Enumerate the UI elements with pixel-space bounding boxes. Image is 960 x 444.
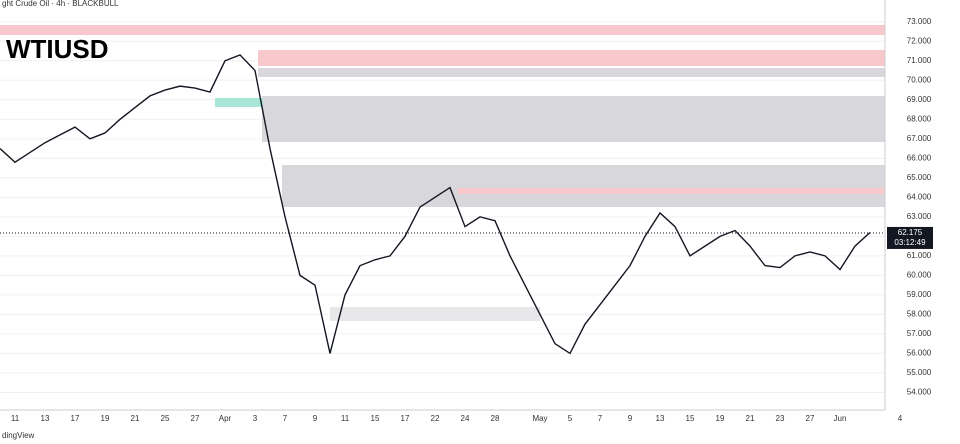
- x-tick-label: 27: [806, 414, 815, 423]
- countdown-label: 03:12:49: [894, 238, 926, 247]
- zone: [0, 25, 885, 35]
- x-tick-label: 5: [568, 414, 573, 423]
- y-tick-label: 64.000: [907, 192, 932, 201]
- y-tick-label: 70.000: [907, 75, 932, 84]
- y-tick-label: 63.000: [907, 212, 932, 221]
- y-tick-label: 56.000: [907, 349, 932, 358]
- header: ght Crude Oil · 4h · BLACKBULL: [2, 0, 119, 8]
- y-tick-label: 73.000: [907, 17, 932, 26]
- price-line: [0, 54, 871, 355]
- x-tick-label: 9: [313, 414, 318, 423]
- x-tick-label: 13: [656, 414, 665, 423]
- zone: [258, 50, 885, 66]
- x-tick-label: 24: [461, 414, 470, 423]
- y-tick-label: 71.000: [907, 56, 932, 65]
- x-tick-label: Apr: [219, 414, 232, 423]
- y-tick-label: 72.000: [907, 36, 932, 45]
- price-label: 62.175: [898, 228, 923, 237]
- y-tick-label: 57.000: [907, 329, 932, 338]
- x-tick-label: 3: [253, 414, 258, 423]
- x-tick-label: 17: [401, 414, 410, 423]
- x-tick-label: 11: [11, 414, 20, 423]
- x-tick-label: 17: [71, 414, 80, 423]
- x-tick-label: 11: [341, 414, 350, 423]
- x-tick-label: 19: [716, 414, 725, 423]
- x-tick-label: 15: [686, 414, 695, 423]
- x-tick-label: 7: [598, 414, 603, 423]
- zone: [215, 98, 263, 107]
- footer: dingView: [2, 431, 35, 440]
- y-tick-label: 58.000: [907, 310, 932, 319]
- zone: [458, 188, 885, 194]
- x-tick-label: 4: [898, 414, 903, 423]
- x-tick-label: 13: [41, 414, 50, 423]
- y-tick-label: 61.000: [907, 251, 932, 260]
- y-tick-label: 54.000: [907, 388, 932, 397]
- x-tick-label: 19: [101, 414, 110, 423]
- zone: [282, 165, 885, 207]
- x-tick-label: 15: [371, 414, 380, 423]
- x-tick-label: 23: [776, 414, 785, 423]
- x-tick-label: 27: [191, 414, 200, 423]
- y-tick-label: 59.000: [907, 290, 932, 299]
- x-tick-label: 25: [161, 414, 170, 423]
- x-tick-label: 21: [746, 414, 755, 423]
- x-tick-label: 22: [431, 414, 440, 423]
- y-tick-label: 68.000: [907, 114, 932, 123]
- x-tick-label: May: [532, 414, 547, 423]
- y-tick-label: 69.000: [907, 95, 932, 104]
- x-tick-label: 7: [283, 414, 288, 423]
- y-tick-label: 67.000: [907, 134, 932, 143]
- y-tick-label: 60.000: [907, 270, 932, 279]
- y-tick-label: 66.000: [907, 153, 932, 162]
- x-tick-label: 9: [628, 414, 633, 423]
- y-tick-label: 55.000: [907, 368, 932, 377]
- price-tag: [887, 226, 933, 249]
- x-tick-label: 21: [131, 414, 140, 423]
- chart-title: WTIUSD: [6, 34, 109, 64]
- y-tick-label: 65.000: [907, 173, 932, 182]
- zone: [262, 96, 885, 142]
- x-tick-label: Jun: [834, 414, 847, 423]
- zone: [330, 307, 540, 321]
- x-tick-label: 28: [491, 414, 500, 423]
- zone: [258, 68, 885, 77]
